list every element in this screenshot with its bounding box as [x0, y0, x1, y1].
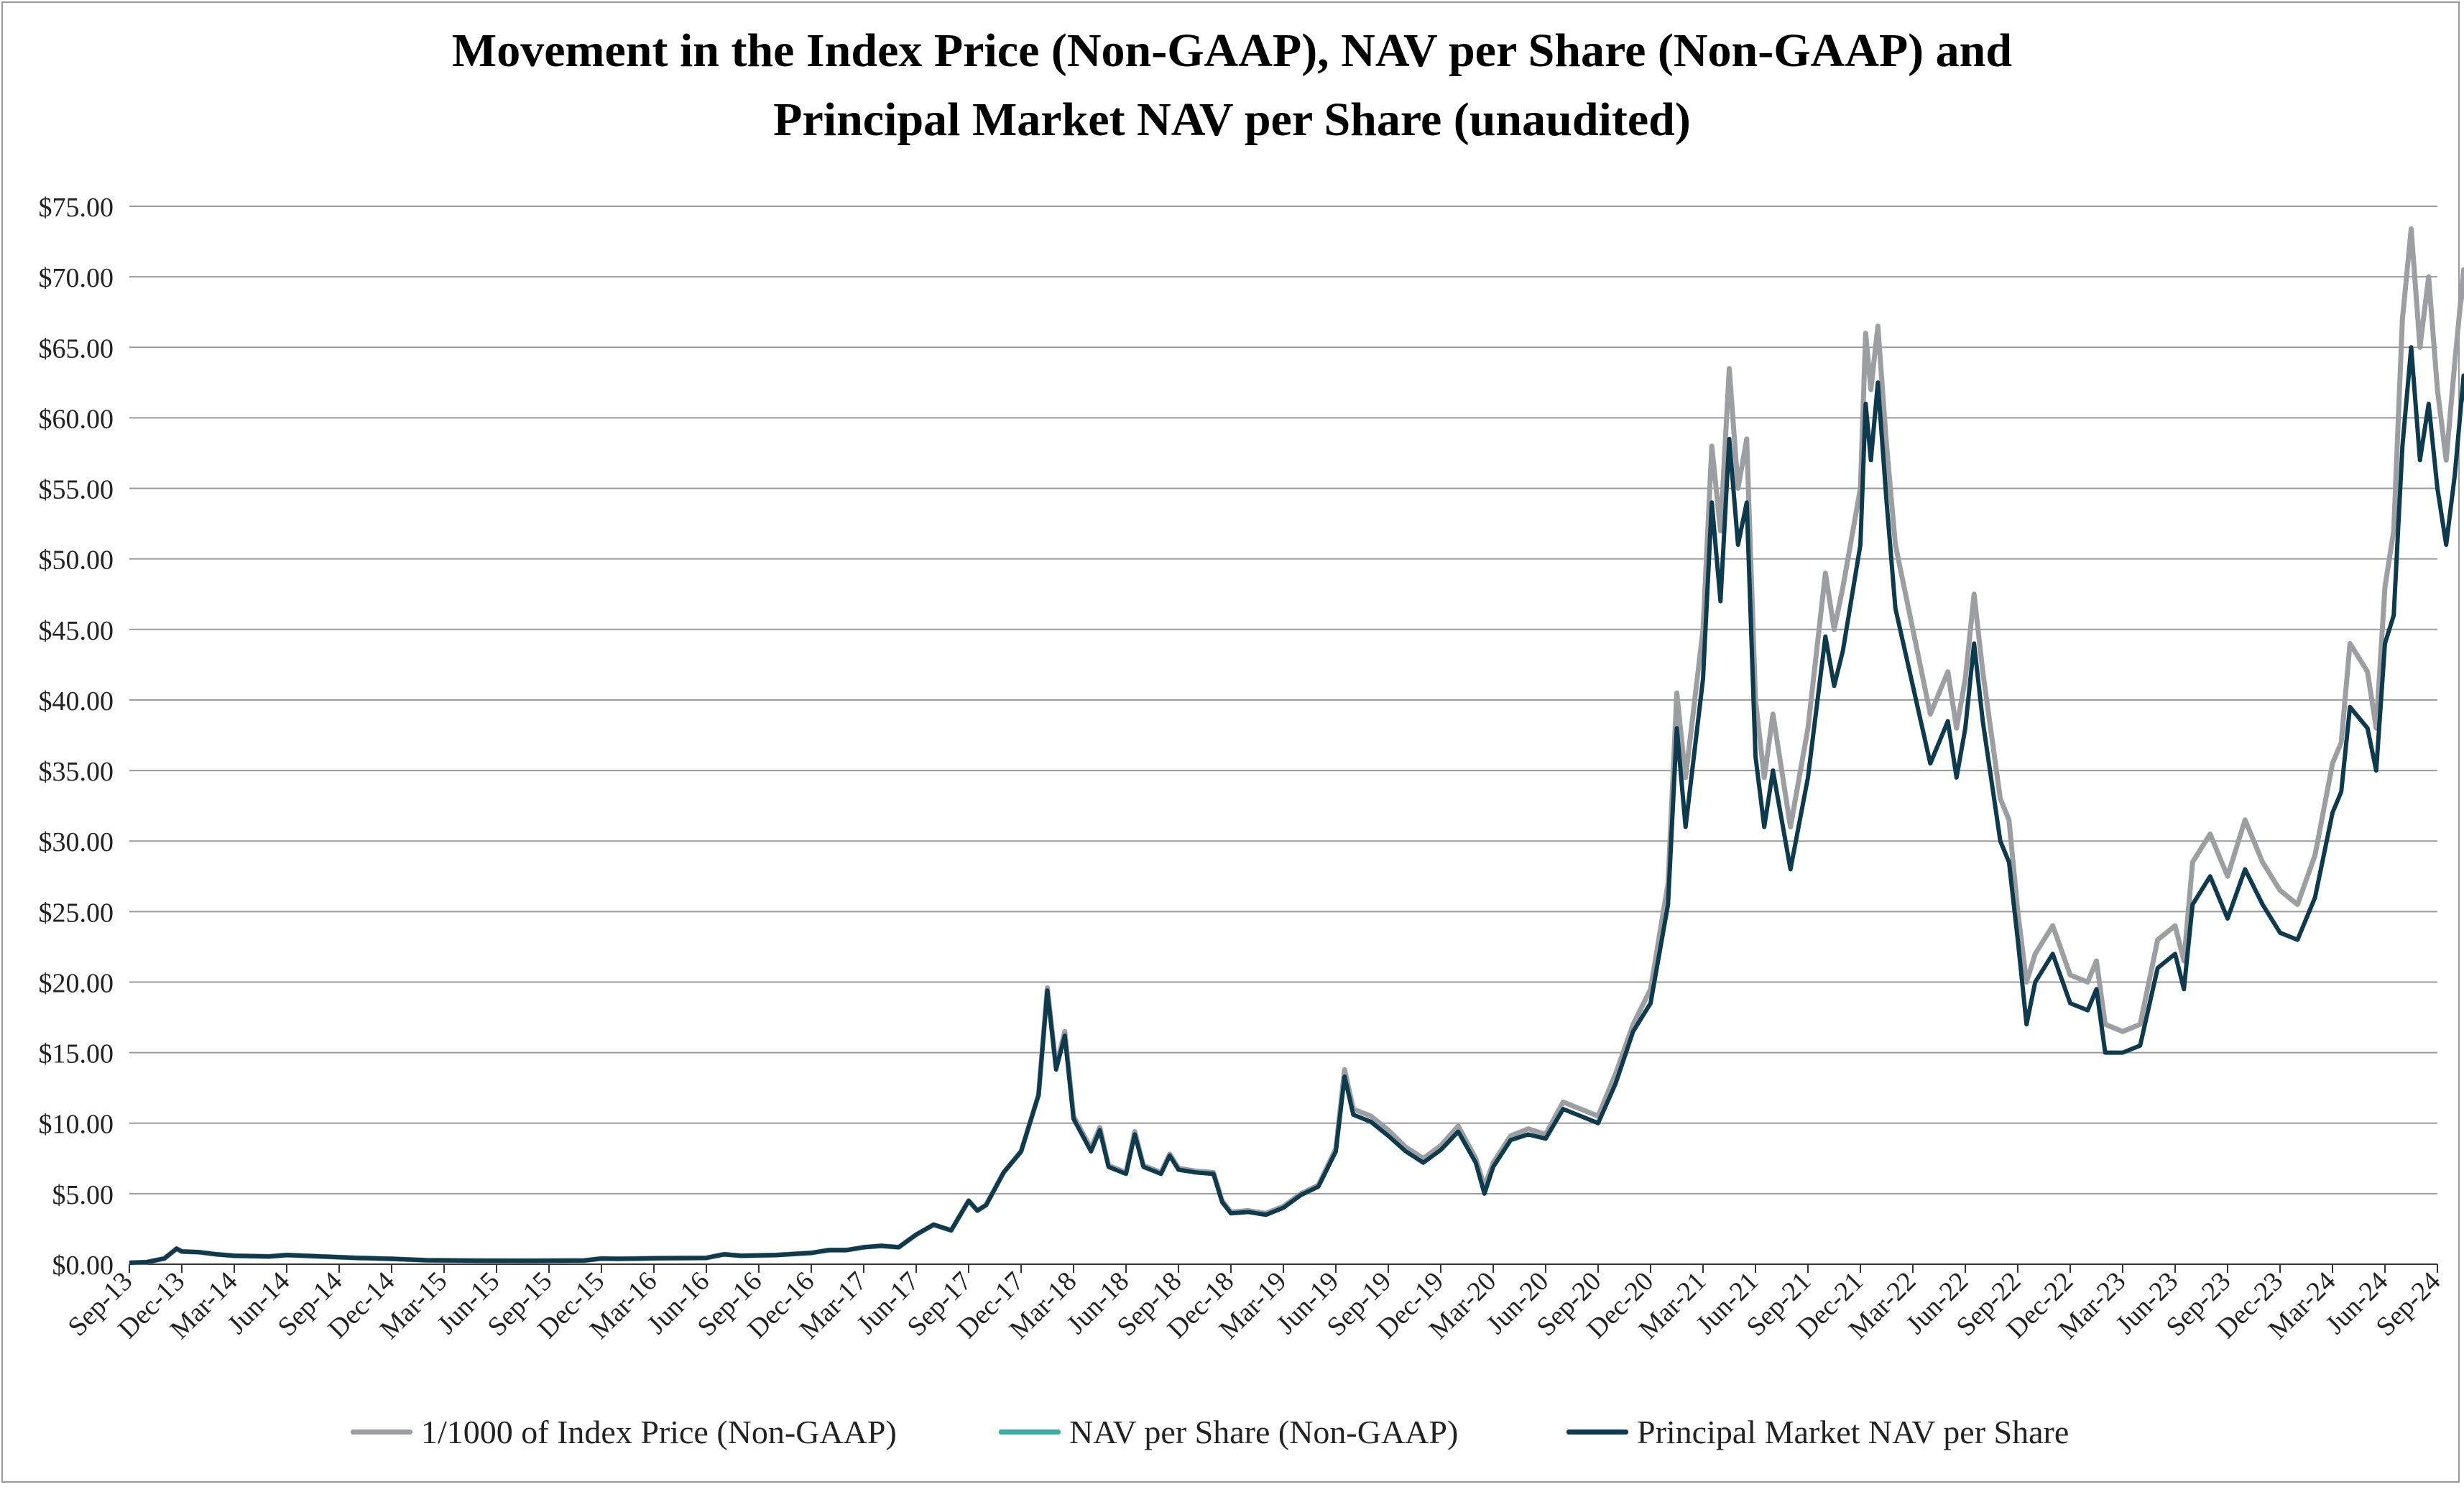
legend-item-index: 1/1000 of Index Price (Non-GAAP) [351, 1410, 897, 1453]
legend-swatch-nav [999, 1429, 1061, 1435]
series-layer [129, 226, 2464, 1266]
y-tick-label: $50.00 [39, 545, 114, 576]
x-axis-ticks: Sep-13Dec-13Mar-14Jun-14Sep-14Dec-14Mar-… [63, 1264, 2446, 1345]
legend-item-nav: NAV per Share (Non-GAAP) [999, 1410, 1458, 1453]
y-tick-label: $70.00 [39, 263, 114, 293]
y-tick-label: $0.00 [52, 1251, 114, 1281]
chart-title-line-1: Movement in the Index Price (Non-GAAP), … [451, 24, 2013, 77]
y-tick-label: $25.00 [39, 898, 114, 928]
legend-item-principal: Principal Market NAV per Share [1566, 1410, 2069, 1453]
y-tick-label: $75.00 [39, 193, 114, 223]
y-axis-ticks: $0.00 $5.00 $10.00 $15.00 $20.00 $25.00 $30.00… [39, 193, 114, 1281]
y-tick-label: $15.00 [39, 1039, 114, 1069]
y-tick-label: $65.00 [39, 333, 114, 364]
legend-label-nav: NAV per Share (Non-GAAP) [1069, 1413, 1459, 1450]
legend-swatch-index [351, 1429, 412, 1435]
y-tick-label: $60.00 [39, 404, 114, 434]
y-tick-label: $30.00 [39, 827, 114, 857]
y-tick-label: $45.00 [39, 616, 114, 646]
y-tick-label: $40.00 [39, 686, 114, 717]
series-line-principal [129, 345, 2464, 1265]
chart-title-line-2: Principal Market NAV per Share (unaudite… [773, 93, 1691, 146]
y-tick-label: $35.00 [39, 757, 114, 787]
legend-swatch-principal [1566, 1429, 1628, 1435]
y-tick-label: $5.00 [52, 1180, 114, 1210]
series-line-nav [129, 346, 2464, 1264]
y-tick-label: $10.00 [39, 1110, 114, 1140]
grid-layer [129, 206, 2437, 1265]
y-tick-label: $20.00 [39, 968, 114, 998]
chart-legend: 1/1000 of Index Price (Non-GAAP) NAV per… [0, 1410, 2464, 1453]
series-line-index [129, 226, 2464, 1266]
y-tick-label: $55.00 [39, 475, 114, 505]
legend-label-index: 1/1000 of Index Price (Non-GAAP) [421, 1413, 897, 1450]
legend-label-principal: Principal Market NAV per Share [1637, 1413, 2070, 1450]
